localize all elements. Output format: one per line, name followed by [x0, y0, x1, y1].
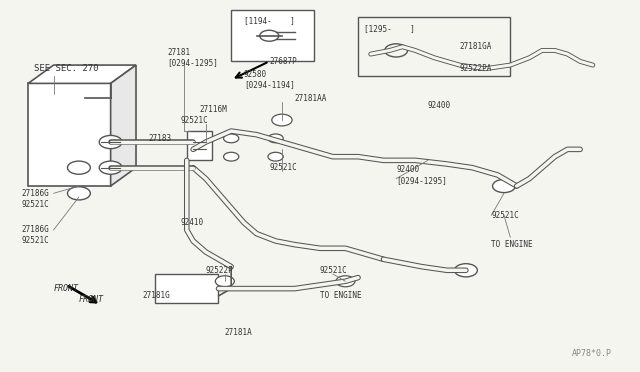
Text: 92521C: 92521C [22, 200, 49, 209]
Text: 27181GA: 27181GA [460, 42, 492, 51]
Polygon shape [187, 131, 212, 160]
Text: TO ENGINE: TO ENGINE [320, 291, 362, 301]
Circle shape [223, 152, 239, 161]
Text: 92521C: 92521C [269, 163, 297, 172]
Text: 92580
[0294-1194]: 92580 [0294-1194] [244, 70, 295, 89]
Text: 27186G: 27186G [22, 225, 49, 234]
Circle shape [99, 135, 122, 149]
Text: 27687P: 27687P [269, 57, 297, 66]
Text: 92410: 92410 [180, 218, 204, 227]
Text: 27186G: 27186G [22, 189, 49, 198]
Circle shape [268, 152, 284, 161]
Text: 92521C: 92521C [320, 266, 348, 275]
Circle shape [493, 179, 515, 193]
Text: AP78*0.P: AP78*0.P [572, 349, 612, 358]
Text: 92521C: 92521C [22, 237, 49, 246]
Polygon shape [111, 65, 136, 186]
Text: 92400
[0294-1295]: 92400 [0294-1295] [396, 165, 447, 185]
Text: 27181G: 27181G [142, 291, 170, 301]
Text: 92400: 92400 [428, 101, 451, 110]
Polygon shape [28, 65, 136, 83]
Text: 27181A: 27181A [225, 328, 253, 337]
Text: 27183: 27183 [148, 134, 172, 143]
Text: FRONT: FRONT [54, 284, 79, 293]
Text: [1194-    ]: [1194- ] [244, 17, 295, 26]
Bar [358, 17, 510, 76]
Circle shape [99, 161, 122, 174]
Text: SEE SEC. 270: SEE SEC. 270 [35, 64, 99, 73]
Text: 92521C: 92521C [180, 116, 208, 125]
Text: 92522PA: 92522PA [460, 64, 492, 73]
Bar [231, 10, 314, 61]
Circle shape [223, 134, 239, 143]
Circle shape [272, 114, 292, 126]
Text: FRONT: FRONT [79, 295, 104, 304]
Text: 27116M: 27116M [200, 105, 227, 113]
Circle shape [215, 276, 234, 287]
Circle shape [268, 134, 284, 143]
Circle shape [67, 187, 90, 200]
Text: TO ENGINE: TO ENGINE [492, 240, 533, 249]
Text: 92522P: 92522P [206, 266, 234, 275]
Circle shape [336, 276, 355, 287]
Text: [1295-    ]: [1295- ] [364, 24, 415, 33]
Circle shape [454, 264, 477, 277]
Text: 27181
[0294-1295]: 27181 [0294-1295] [168, 48, 219, 67]
Circle shape [67, 161, 90, 174]
Text: 27181AA: 27181AA [294, 93, 327, 103]
Text: 92521C: 92521C [492, 211, 519, 220]
Bar [28, 83, 111, 186]
Bar [155, 274, 218, 303]
